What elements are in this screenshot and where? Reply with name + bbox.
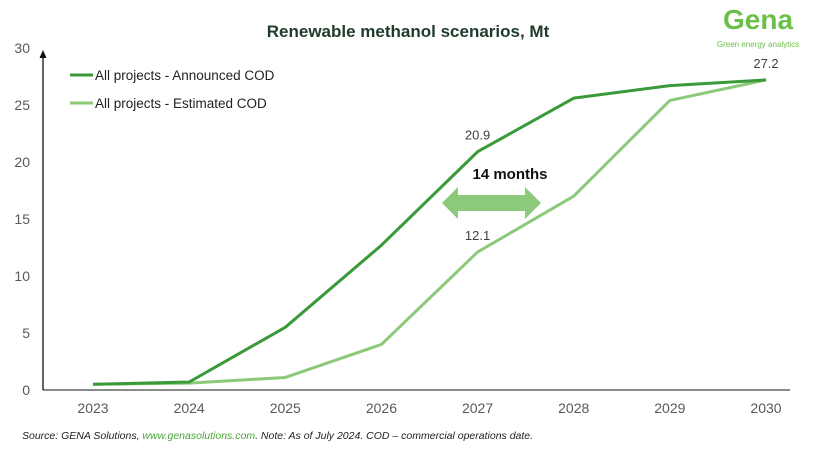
y-tick-label: 25: [14, 97, 30, 113]
y-tick-label: 15: [14, 211, 30, 227]
data-label: 27.2: [753, 56, 778, 71]
x-tick-label: 2028: [558, 400, 589, 416]
y-tick-label: 0: [22, 382, 30, 398]
gena-logo: Gena Green energy analytics: [717, 4, 799, 49]
footer-note-text: . Note: As of July 2024. COD – commercia…: [255, 430, 534, 442]
x-tick-label: 2029: [654, 400, 685, 416]
chart-title: Renewable methanol scenarios, Mt: [267, 22, 550, 41]
x-tick-label: 2023: [77, 400, 108, 416]
y-tick-label: 10: [14, 268, 30, 284]
x-tick-label: 2025: [270, 400, 301, 416]
x-tick-label: 2030: [750, 400, 781, 416]
legend-label: All projects - Announced COD: [95, 68, 275, 83]
x-tick-label: 2024: [174, 400, 205, 416]
annotation-label: 14 months: [472, 166, 547, 183]
footer-note: Source: GENA Solutions, www.genasolution…: [22, 430, 533, 442]
series-line-1: [92, 78, 767, 386]
footer-link[interactable]: www.genasolutions.com: [142, 430, 256, 442]
legend-label: All projects - Estimated COD: [95, 96, 267, 111]
footer-source: Source: GENA Solutions,: [22, 430, 143, 442]
logo-name: Gena: [723, 4, 793, 35]
logo-tagline: Green energy analytics: [717, 40, 799, 49]
data-label: 12.1: [465, 228, 490, 243]
y-tick-label: 5: [22, 325, 30, 341]
y-tick-label: 30: [14, 40, 30, 56]
y-tick-label: 20: [14, 154, 30, 170]
y-axis-arrow-icon: [39, 50, 47, 58]
double-arrow-icon: [442, 187, 541, 219]
x-tick-label: 2027: [462, 400, 493, 416]
series-line-0: [92, 78, 767, 386]
data-label: 20.9: [465, 128, 490, 143]
x-tick-label: 2026: [366, 400, 397, 416]
